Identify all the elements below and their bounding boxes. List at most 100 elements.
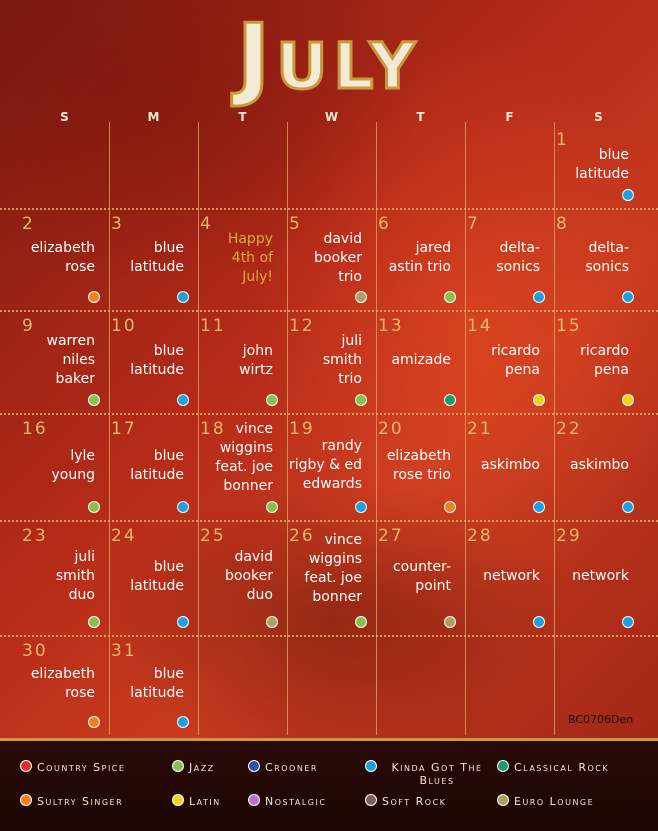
weekday: S [594, 110, 603, 124]
weekday: T [238, 110, 247, 124]
event-text: david [323, 230, 362, 247]
event-text: blue [153, 240, 184, 256]
event-text: point [415, 577, 451, 594]
day-number: 11 [200, 316, 226, 336]
day-number: 25 [200, 526, 226, 546]
day-number: 28 [467, 526, 493, 546]
event-text: smith [55, 568, 95, 584]
day-number: 21 [467, 419, 493, 439]
day-number: 14 [467, 316, 493, 336]
day-number: 10 [111, 316, 137, 336]
event-text: vince [235, 420, 273, 437]
genre-dot [88, 716, 100, 728]
event-text: bonner [312, 588, 362, 605]
event-text: booker [225, 568, 273, 584]
weekday: F [505, 110, 514, 124]
event-text: pena [505, 361, 540, 378]
event-text: lyle [70, 447, 95, 464]
event-text: jared [415, 240, 451, 256]
event-text: July! [242, 268, 273, 285]
day-number: 1 [556, 130, 569, 150]
legend-label: Euro Lounge [514, 795, 595, 808]
day-number: 30 [22, 641, 48, 661]
event-text: network [483, 568, 540, 584]
row-line [0, 208, 658, 210]
genre-dot [444, 616, 456, 628]
event-text: elizabeth [30, 240, 95, 256]
legend-label: Crooner [265, 761, 318, 774]
day-number: 3 [111, 214, 124, 234]
column-line [465, 122, 466, 735]
event-text: wirtz [239, 361, 273, 378]
event-text: juli [341, 333, 362, 349]
event-text: delta- [588, 240, 629, 256]
legend-dot [248, 794, 260, 806]
genre-dot [88, 616, 100, 628]
day-number: 8 [556, 214, 569, 234]
genre-dot [444, 501, 456, 513]
legend-label: Latin [189, 795, 221, 808]
weekday: T [416, 110, 425, 124]
genre-dot [355, 291, 367, 303]
genre-dot [622, 394, 634, 406]
genre-dot [622, 501, 634, 513]
day-number: 4 [200, 214, 213, 234]
weekday: S [60, 110, 69, 124]
event-text: juli [74, 549, 95, 565]
event-text: counter- [392, 558, 451, 575]
row-line [0, 310, 658, 312]
event-text: delta- [499, 240, 540, 256]
legend-dot [248, 760, 260, 772]
genre-dot [88, 394, 100, 406]
genre-dot [266, 616, 278, 628]
genre-dot [533, 501, 545, 513]
row-line [0, 520, 658, 522]
genre-dot [266, 501, 278, 513]
event-text: rose [65, 685, 95, 701]
genre-dot [444, 394, 456, 406]
event-text: network [572, 568, 629, 584]
event-text: ricardo [580, 342, 629, 359]
day-number: 29 [556, 526, 582, 546]
event-text: duo [246, 587, 273, 603]
event-text: duo [68, 587, 95, 603]
event-text: latitude [130, 577, 184, 594]
day-number: 6 [378, 214, 391, 234]
event-text: feat. joe [215, 458, 273, 475]
event-text: latitude [130, 685, 184, 701]
legend: Country Spice Jazz Crooner Kinda Got The Bl… [0, 738, 658, 831]
legend-label: Nostalgic [265, 795, 327, 808]
event-text: Happy [227, 230, 273, 247]
row-line [0, 635, 658, 637]
event-text: astin trio [388, 259, 451, 275]
legend-label: Country Spice [37, 761, 126, 774]
day-number: 23 [22, 526, 48, 546]
column-line [109, 122, 110, 735]
event-text: trio [338, 268, 362, 285]
event-text: elizabeth [30, 666, 95, 682]
event-text: john [242, 342, 273, 359]
column-line [376, 122, 377, 735]
event-text: blue [153, 666, 184, 682]
day-number: 27 [378, 526, 404, 546]
genre-dot [177, 616, 189, 628]
event-text: vince [324, 531, 362, 548]
genre-dot [533, 394, 545, 406]
genre-dot [177, 291, 189, 303]
day-number: 22 [556, 419, 582, 439]
event-text: blue [153, 558, 184, 575]
column-line [198, 122, 199, 735]
event-text: feat. joe [304, 569, 362, 586]
genre-dot [266, 394, 278, 406]
day-number: 13 [378, 316, 404, 336]
event-text: smith [322, 352, 362, 368]
genre-dot [177, 394, 189, 406]
genre-dot [533, 616, 545, 628]
event-text: ricardo [491, 342, 540, 359]
event-text: edwards [302, 476, 362, 492]
event-text: baker [55, 371, 95, 387]
code: BC0706Den [568, 713, 634, 726]
weekday: M [147, 110, 160, 124]
event-text: askimbo [570, 457, 629, 473]
